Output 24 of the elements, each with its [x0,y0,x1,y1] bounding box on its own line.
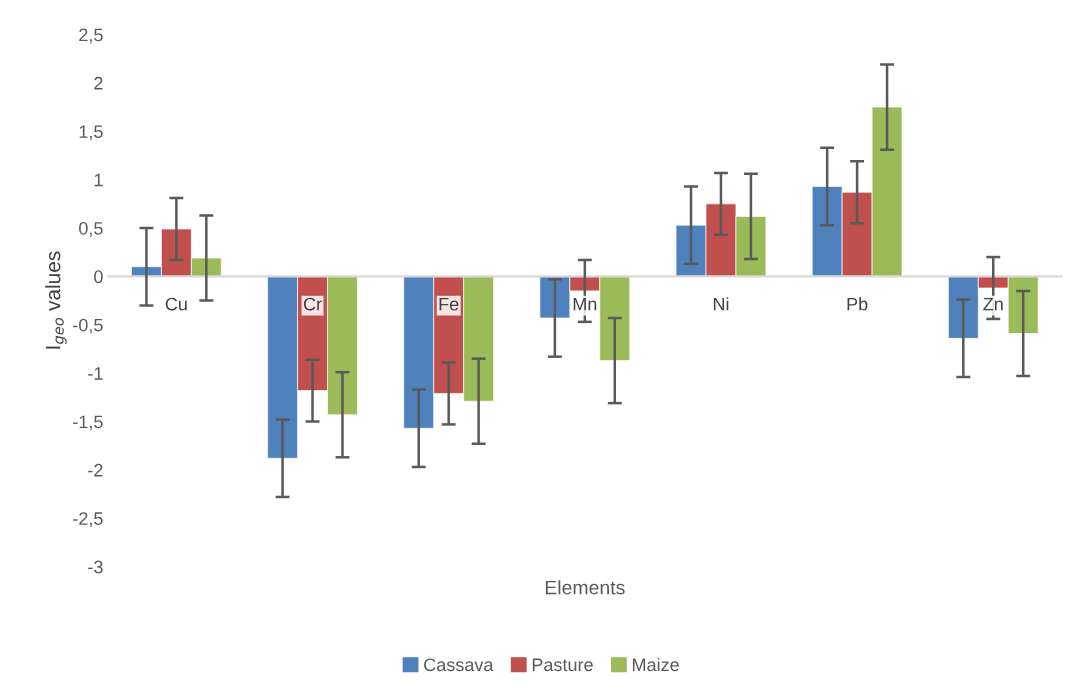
y-tick-label: 2,5 [79,28,103,44]
x-axis-title: Elements [545,580,625,595]
x-tick-label: Ni [713,297,729,311]
legend-label: Cassava [424,658,494,672]
x-tick-label: Fe [439,297,459,311]
y-tick-label: 0,5 [79,221,103,237]
y-tick-label: -1,5 [73,415,103,431]
y-tick-label: 1,5 [79,125,103,141]
legend-label: Maize [632,657,679,672]
x-tick-label: Pb [847,297,868,311]
x-tick-label: Mn [573,297,597,311]
y-tick-label: -3 [88,560,103,574]
y-tick-label: -2,5 [73,512,103,528]
y-tick-label: -0,5 [73,318,103,334]
x-tick-label: Cr [303,297,322,311]
x-tick-label: Zn [983,297,1003,311]
legend-label: Pasture [532,658,593,672]
y-axis-title: I$_{geo}$ values [45,251,67,349]
y-tick-label: -2 [88,463,103,477]
y-tick-label: -1 [88,367,103,380]
y-tick-label: 2 [94,76,103,90]
y-tick-label: 0 [94,270,103,284]
x-tick-label: Cu [165,297,187,311]
y-tick-label: 1 [94,173,103,187]
